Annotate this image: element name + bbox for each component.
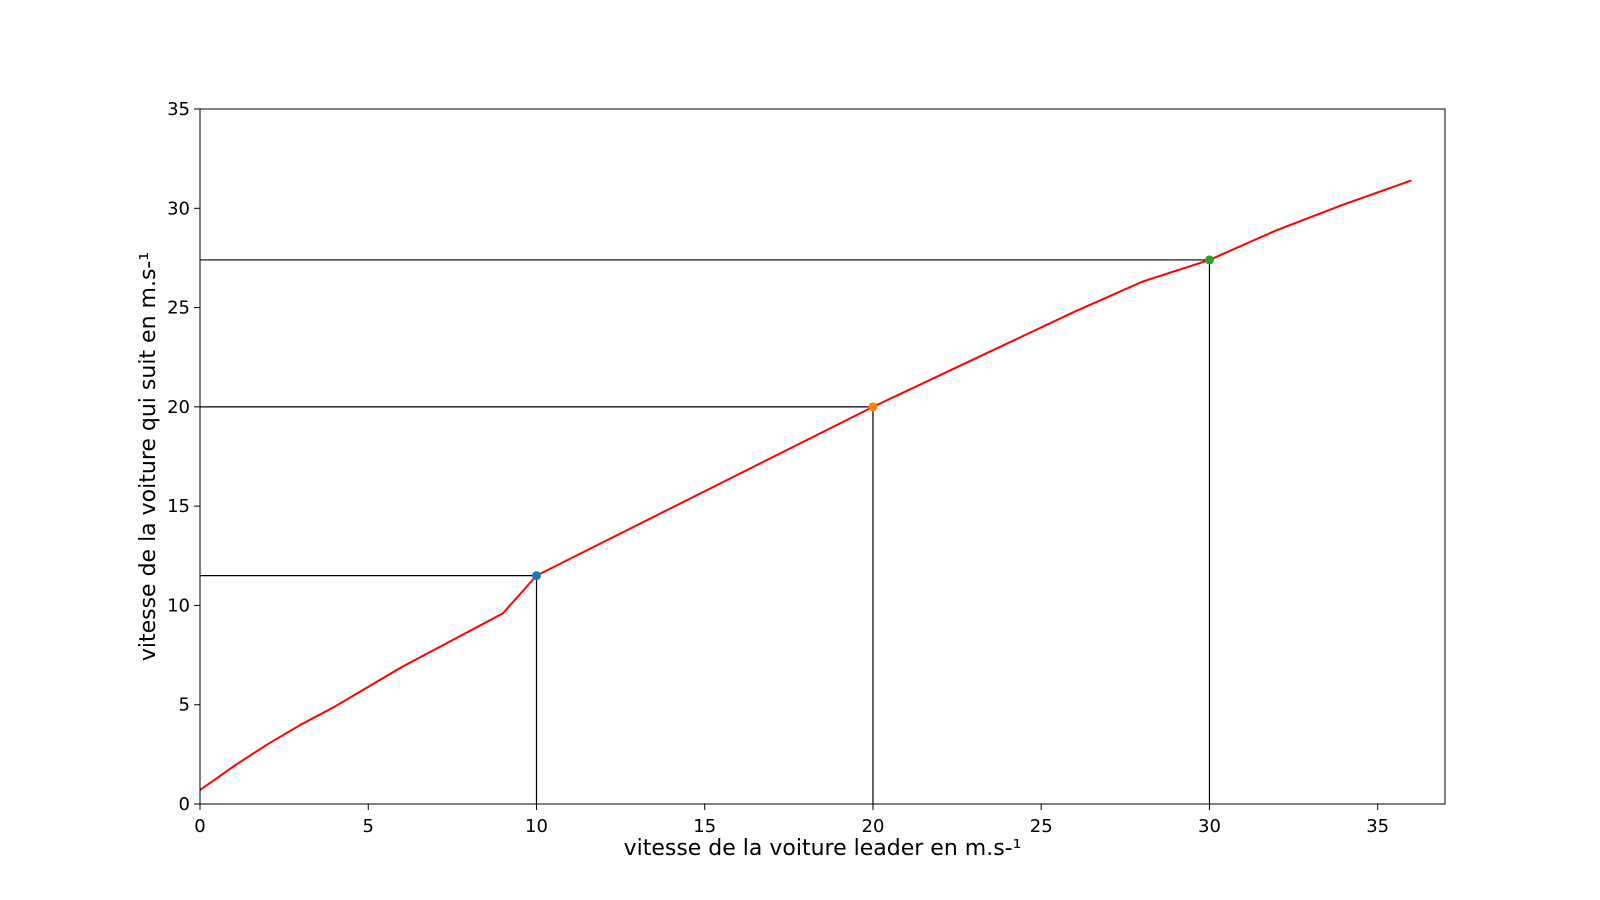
data-point <box>868 402 878 412</box>
x-tick-label: 30 <box>1198 816 1221 837</box>
y-axis-label: vitesse de la voiture qui suit en m.s-¹ <box>136 252 161 661</box>
data-point <box>1204 255 1214 265</box>
data-point <box>531 571 541 581</box>
y-tick-label: 35 <box>167 99 190 120</box>
plot-frame <box>199 108 1446 805</box>
curve-layer <box>199 179 1412 791</box>
y-tick-label: 10 <box>167 595 190 616</box>
x-tick-label: 10 <box>525 816 548 837</box>
y-tick-label: 30 <box>167 198 190 219</box>
x-tick-label: 5 <box>363 816 374 837</box>
series-line <box>199 179 1412 791</box>
x-tick-label: 0 <box>194 816 205 837</box>
y-tick-label: 0 <box>179 794 190 815</box>
x-tick-label: 25 <box>1030 816 1053 837</box>
x-axis: 0 5 10 15 20 25 30 35 <box>194 804 1389 837</box>
y-axis: 0 5 10 15 20 25 30 35 <box>167 99 200 815</box>
y-tick-label: 15 <box>167 496 190 517</box>
marker-layer <box>531 255 1214 581</box>
x-tick-label: 15 <box>693 816 716 837</box>
y-tick-label: 20 <box>167 397 190 418</box>
y-tick-label: 5 <box>179 695 190 716</box>
x-tick-label: 35 <box>1366 816 1389 837</box>
y-tick-label: 25 <box>167 298 190 319</box>
x-tick-label: 20 <box>862 816 885 837</box>
reference-lines <box>200 259 1211 804</box>
x-axis-label: vitesse de la voiture leader en m.s-¹ <box>624 836 1022 861</box>
